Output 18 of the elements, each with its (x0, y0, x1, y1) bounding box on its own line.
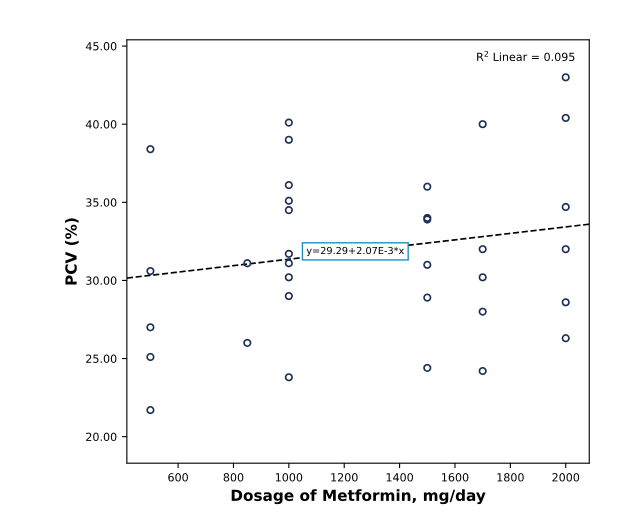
x-tick-label: 1200 (331, 473, 358, 482)
x-tick-label: 1800 (497, 473, 524, 482)
y-tick-label: 40.00 (86, 120, 116, 129)
x-tick-label: 800 (224, 473, 244, 482)
x-tick-label: 2000 (552, 473, 580, 482)
x-axis-title: Dosage of Metformin, mg/day (232, 489, 486, 504)
y-tick-label: 35.00 (86, 198, 116, 207)
y-axis-title: PCV (%) (65, 218, 79, 285)
x-tick-label: 600 (168, 473, 188, 482)
y-tick-label: 45.00 (86, 42, 116, 50)
y-tick-label: 30.00 (86, 276, 116, 285)
annotation: R$^{2}$ Linear = 0.095 (477, 50, 574, 62)
x-tick-label: 1600 (442, 473, 468, 482)
y-tick-label: 25.00 (86, 354, 116, 363)
annotation: y=29.29+2.07E-3*x (306, 246, 404, 256)
x-tick-label: 1400 (386, 473, 413, 482)
y-tick-label: 20.00 (86, 432, 116, 442)
x-tick-label: 1000 (276, 473, 302, 482)
